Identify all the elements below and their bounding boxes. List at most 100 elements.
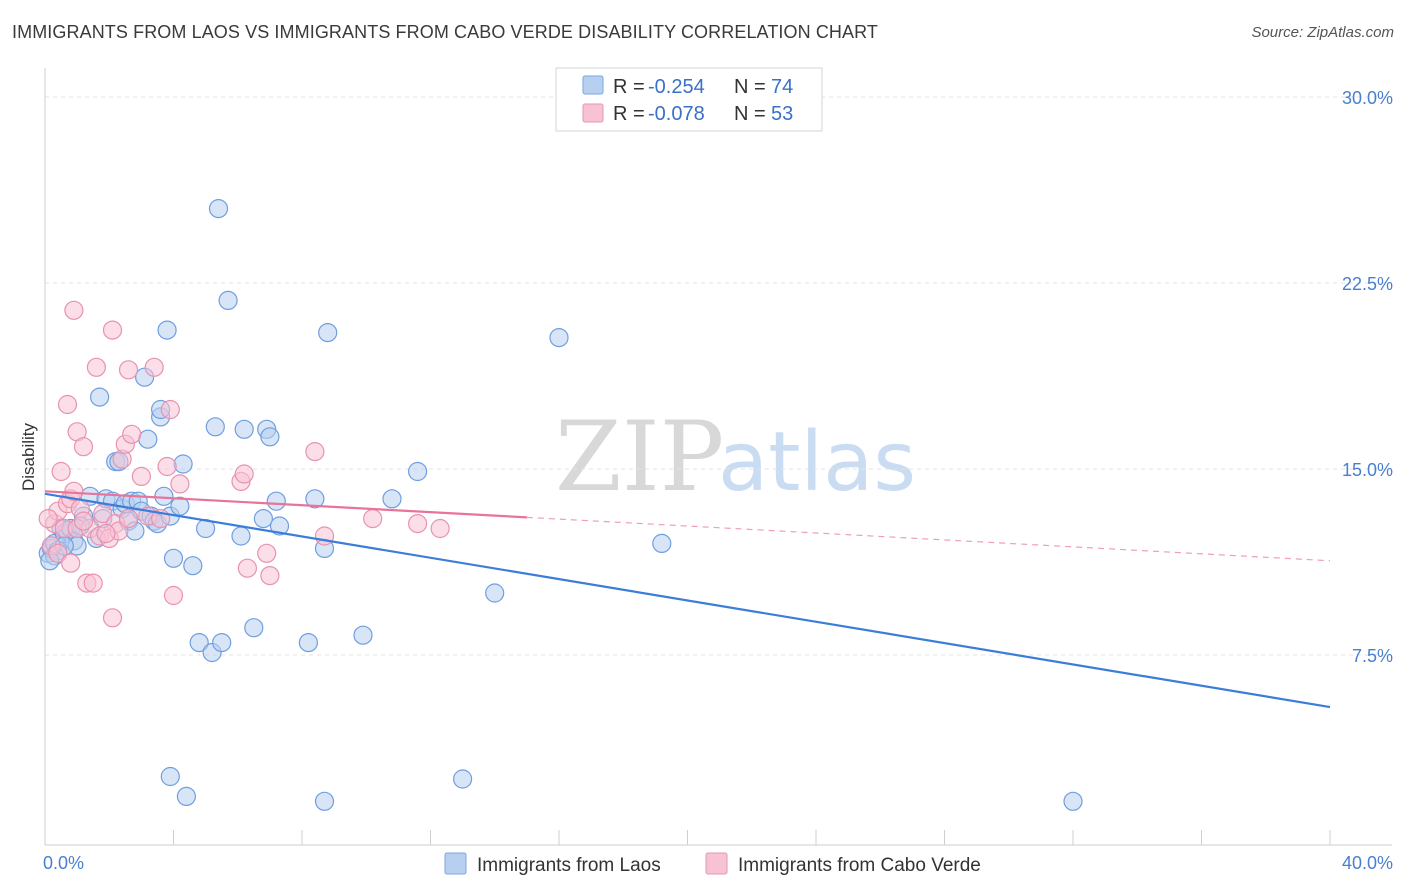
point-laos-44 bbox=[208, 199, 229, 219]
x-tick-label-max: 40.0% bbox=[1342, 853, 1393, 873]
legend-r-value-laos: -0.254 bbox=[648, 76, 705, 98]
chart-title: IMMIGRANTS FROM LAOS VS IMMIGRANTS FROM … bbox=[12, 22, 879, 42]
point-laos-56 bbox=[305, 489, 325, 509]
point-laos-48 bbox=[234, 419, 254, 439]
series-legend: Immigrants from Laos Immigrants from Cab… bbox=[444, 852, 981, 876]
point-caboverde-31 bbox=[157, 456, 177, 477]
point-caboverde-20 bbox=[102, 608, 123, 628]
point-laos-64 bbox=[549, 328, 569, 348]
point-caboverde-11 bbox=[73, 437, 94, 457]
trend-line-laos bbox=[44, 492, 1331, 709]
point-laos-36 bbox=[163, 548, 184, 568]
source-credit: Source: ZipAtlas.com bbox=[1251, 24, 1394, 41]
point-caboverde-17 bbox=[93, 503, 113, 524]
point-caboverde-33 bbox=[163, 585, 184, 606]
point-caboverde-39 bbox=[237, 558, 257, 578]
point-laos-65 bbox=[652, 533, 672, 554]
y-tick-label-1: 15.0% bbox=[1342, 460, 1393, 480]
point-laos-34 bbox=[157, 320, 177, 340]
point-caboverde-42 bbox=[305, 442, 325, 462]
point-laos-27 bbox=[138, 429, 158, 449]
series-legend-swatch-laos bbox=[444, 852, 467, 875]
point-caboverde-3 bbox=[51, 461, 71, 482]
point-laos-33 bbox=[154, 486, 174, 506]
trend-line-caboverde-solid bbox=[44, 490, 527, 519]
watermark-atlas: atlas bbox=[718, 415, 916, 510]
point-laos-45 bbox=[212, 632, 232, 653]
point-caboverde-51 bbox=[61, 553, 81, 573]
point-caboverde-27 bbox=[131, 466, 151, 486]
point-caboverde-15 bbox=[86, 357, 107, 377]
point-laos-13 bbox=[89, 387, 110, 407]
legend-r-label-laos: R = bbox=[613, 76, 650, 98]
point-laos-61 bbox=[408, 461, 428, 482]
legend-swatch-laos bbox=[582, 75, 604, 95]
point-caboverde-50 bbox=[118, 508, 139, 529]
point-caboverde-48 bbox=[48, 543, 68, 563]
point-laos-62 bbox=[453, 769, 473, 789]
point-caboverde-25 bbox=[118, 360, 139, 380]
point-caboverde-40 bbox=[257, 543, 277, 563]
point-laos-47 bbox=[231, 526, 251, 546]
point-laos-52 bbox=[260, 427, 280, 447]
point-caboverde-41 bbox=[260, 565, 280, 586]
trend-lines bbox=[44, 490, 1331, 709]
legend-swatch-caboverde bbox=[582, 103, 604, 123]
point-laos-54 bbox=[269, 516, 290, 536]
point-caboverde-14 bbox=[83, 573, 103, 593]
point-laos-46 bbox=[218, 290, 238, 310]
y-tick-label-2: 22.5% bbox=[1342, 274, 1393, 294]
trend-line-caboverde-dashed bbox=[526, 516, 1331, 562]
point-laos-68 bbox=[176, 786, 196, 807]
legend-n-value-laos: 74 bbox=[771, 76, 793, 98]
point-laos-38 bbox=[173, 454, 193, 474]
point-caboverde-19 bbox=[102, 320, 123, 340]
point-laos-39 bbox=[183, 556, 203, 576]
point-caboverde-32 bbox=[160, 399, 180, 420]
point-caboverde-38 bbox=[234, 464, 254, 484]
y-axis-title: Disability bbox=[19, 422, 38, 491]
point-caboverde-29 bbox=[144, 357, 164, 377]
y-tick-label-0: 7.5% bbox=[1352, 646, 1393, 666]
legend-n-value-caboverde: 53 bbox=[771, 103, 793, 125]
point-laos-60 bbox=[382, 489, 402, 509]
legend-n-label-caboverde: N = bbox=[734, 103, 771, 125]
watermark-zip: ZIP bbox=[555, 401, 724, 513]
point-laos-59 bbox=[353, 625, 373, 645]
point-caboverde-49 bbox=[73, 511, 94, 531]
series-legend-label-laos: Immigrants from Laos bbox=[477, 855, 661, 876]
point-laos-55 bbox=[298, 632, 318, 653]
point-caboverde-45 bbox=[408, 513, 428, 534]
correlation-legend: R = -0.254 N = 74 R = -0.078 N = 53 bbox=[555, 67, 823, 132]
series-legend-swatch-caboverde bbox=[705, 852, 728, 875]
axes bbox=[44, 68, 1392, 846]
point-caboverde-36 bbox=[57, 394, 78, 415]
point-laos-63 bbox=[485, 583, 505, 603]
legend-r-label-caboverde: R = bbox=[613, 103, 650, 125]
point-laos-43 bbox=[205, 417, 225, 437]
y-tick-labels: 7.5% 15.0% 22.5% 30.0% bbox=[1342, 88, 1393, 666]
x-ticks bbox=[44, 830, 1331, 845]
scatter-points bbox=[38, 199, 1083, 811]
x-tick-label-min: 0.0% bbox=[43, 853, 84, 873]
point-laos-66 bbox=[1063, 791, 1083, 811]
point-caboverde-34 bbox=[170, 474, 190, 494]
point-laos-51 bbox=[253, 508, 273, 529]
point-caboverde-26 bbox=[122, 424, 142, 444]
y-tick-label-3: 30.0% bbox=[1342, 88, 1393, 108]
point-laos-58 bbox=[318, 323, 338, 343]
point-laos-49 bbox=[244, 618, 264, 638]
point-laos-40 bbox=[189, 632, 209, 653]
gridlines bbox=[45, 96, 1392, 656]
point-laos-67 bbox=[160, 766, 180, 787]
legend-r-value-caboverde: -0.078 bbox=[648, 103, 705, 125]
point-caboverde-46 bbox=[430, 518, 450, 539]
legend-n-label-laos: N = bbox=[734, 76, 771, 98]
point-caboverde-35 bbox=[64, 300, 84, 320]
point-caboverde-44 bbox=[363, 508, 383, 529]
point-laos-69 bbox=[314, 791, 335, 811]
point-laos-53 bbox=[266, 491, 286, 511]
point-caboverde-47 bbox=[38, 508, 58, 529]
point-caboverde-52 bbox=[96, 523, 116, 544]
